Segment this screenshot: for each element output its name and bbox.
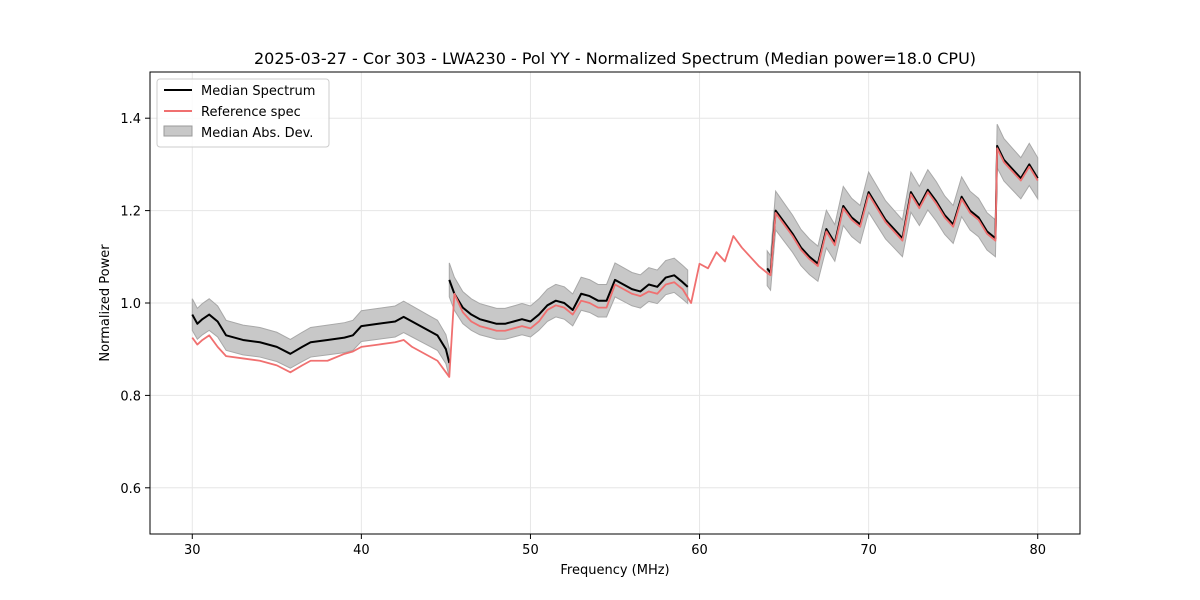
x-tick-label: 70 xyxy=(860,543,877,558)
x-tick-label: 30 xyxy=(184,543,201,558)
legend-reference-label: Reference spec xyxy=(201,105,301,120)
x-tick-label: 80 xyxy=(1029,543,1046,558)
mad-band xyxy=(448,257,689,340)
y-tick-label: 0.6 xyxy=(120,482,141,497)
median-spectrum-line xyxy=(448,274,689,325)
x-tick-label: 40 xyxy=(353,543,370,558)
y-axis-label: Normalized Power xyxy=(98,244,113,362)
mad-band xyxy=(766,124,1039,292)
reference-spec-line xyxy=(191,147,1039,378)
legend-mad-label: Median Abs. Dev. xyxy=(201,126,313,141)
mad-band-layer xyxy=(191,124,1039,378)
median-spectrum-line xyxy=(191,313,451,364)
y-tick-label: 1.2 xyxy=(120,205,141,220)
y-tick-label: 1.4 xyxy=(120,112,141,127)
chart-title: 2025-03-27 - Cor 303 - LWA230 - Pol YY -… xyxy=(254,49,976,68)
tick-layer: 30 40 50 60 70 80 0.6 0.8 1.0 1.2 1.4 xyxy=(120,112,1046,558)
x-axis-label: Frequency (MHz) xyxy=(560,563,669,578)
y-tick-label: 1.0 xyxy=(120,297,141,312)
x-tick-label: 50 xyxy=(522,543,539,558)
series-layer xyxy=(191,144,1039,378)
legend-box xyxy=(156,78,330,148)
legend-mad-swatch xyxy=(163,125,193,137)
y-tick-label: 0.8 xyxy=(120,389,141,404)
x-tick-label: 60 xyxy=(691,543,708,558)
legend-median-label: Median Spectrum xyxy=(201,84,315,99)
legend: Median Spectrum Reference spec Median Ab… xyxy=(156,78,330,148)
